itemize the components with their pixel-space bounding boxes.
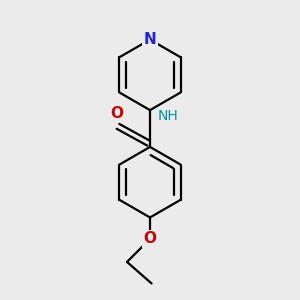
Text: NH: NH: [158, 109, 178, 123]
Text: O: O: [143, 231, 157, 246]
Text: N: N: [144, 32, 156, 47]
Text: O: O: [110, 106, 123, 121]
